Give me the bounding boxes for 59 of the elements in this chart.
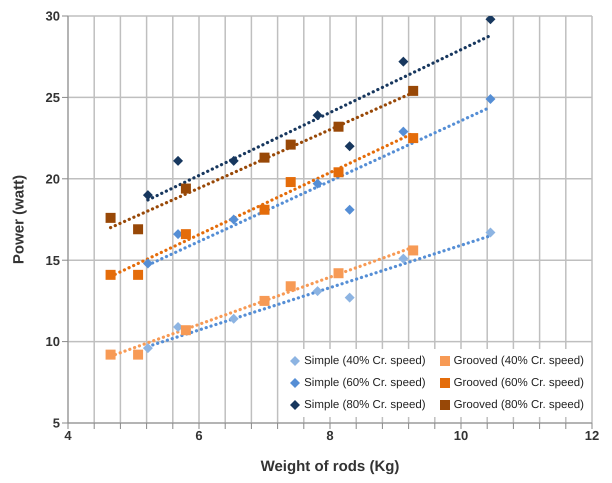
point (133, 224, 144, 234)
x-tick-label: 6 (195, 428, 203, 444)
y-tick-label: 20 (46, 171, 60, 186)
y-tick-label: 5 (52, 416, 60, 431)
point (312, 178, 323, 189)
point (106, 212, 116, 223)
point (334, 268, 344, 278)
point (228, 156, 239, 166)
y-axis-title: Power (watt) (10, 174, 28, 264)
x-tick-label: 4 (64, 428, 72, 444)
point (344, 141, 355, 152)
point (485, 228, 496, 238)
point (312, 110, 323, 120)
point (133, 270, 144, 280)
point (398, 254, 408, 264)
y-tick-label: 10 (46, 334, 60, 350)
point (334, 122, 344, 132)
point (142, 258, 153, 268)
point (106, 350, 116, 360)
legend-label: Simple (80% Cr. speed) (304, 399, 426, 411)
point (142, 343, 153, 354)
point (133, 350, 144, 360)
point (142, 190, 153, 200)
point (228, 214, 239, 224)
y-tick-label: 25 (46, 90, 60, 106)
point (106, 270, 116, 280)
point (312, 286, 323, 296)
point (344, 292, 355, 303)
x-tick-label: 10 (454, 428, 468, 444)
point (228, 314, 239, 324)
legend-label: Grooved (40% Cr. speed) (454, 355, 584, 367)
point (180, 184, 191, 194)
x-axis-title: Weight of rods (Kg) (260, 458, 400, 475)
legend-label: Simple (60% Cr. speed) (304, 377, 426, 389)
point (485, 16, 496, 24)
point (408, 245, 418, 256)
point (286, 140, 296, 150)
point (286, 281, 296, 292)
legend-label: Simple (40% Cr. speed) (304, 355, 426, 367)
point (408, 86, 418, 96)
point (260, 296, 270, 306)
y-tick-label: 15 (46, 252, 60, 268)
point (408, 133, 418, 144)
point (173, 156, 184, 166)
legend-label: Grooved (60% Cr. speed) (454, 377, 584, 389)
point (260, 152, 270, 163)
legend-label: Grooved (80% Cr. speed) (454, 399, 584, 411)
point (398, 56, 408, 67)
point (180, 229, 191, 240)
x-tick-label: 12 (584, 428, 600, 444)
point (485, 94, 496, 104)
point (260, 204, 270, 215)
point (286, 177, 296, 188)
point (180, 325, 191, 336)
point (344, 204, 355, 215)
y-tick-label: 30 (46, 8, 60, 24)
point (398, 126, 408, 137)
x-tick-label: 8 (326, 428, 334, 444)
point (334, 167, 344, 178)
